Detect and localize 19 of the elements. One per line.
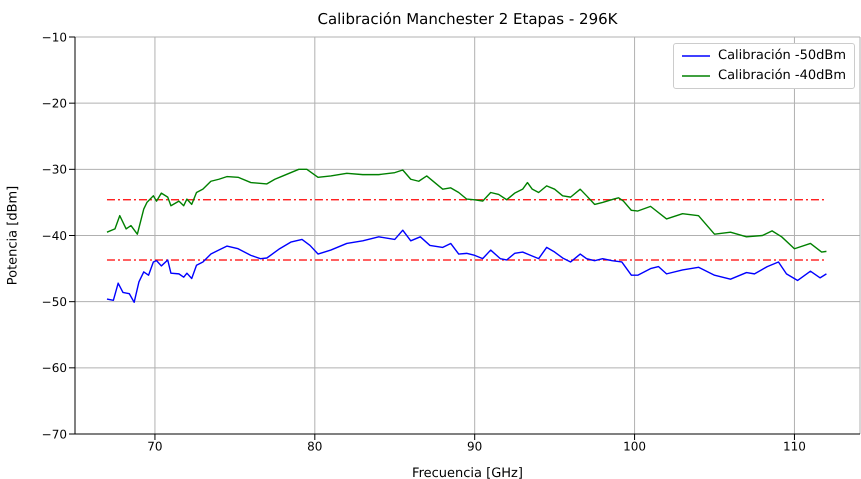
- line-series: [106, 168, 828, 253]
- y-tick-label: −60: [42, 361, 67, 376]
- y-tick-label: −50: [42, 294, 67, 309]
- y-axis-title: Potencia [dBm]: [6, 186, 21, 286]
- x-tick-label: 110: [782, 440, 806, 454]
- x-axis-title: Frecuencia [GHz]: [412, 466, 523, 479]
- y-tick-label: −30: [42, 162, 67, 177]
- line-series: [106, 230, 828, 304]
- legend-label: Calibración -40dBm: [718, 67, 846, 85]
- y-tick-label: −20: [42, 96, 67, 110]
- x-tick-label: 100: [623, 440, 646, 454]
- y-tick-label: −10: [42, 30, 67, 44]
- y-tick-label: −40: [42, 228, 67, 243]
- x-tick-label: 80: [307, 440, 322, 454]
- chart-title: Calibración Manchester 2 Etapas - 296K: [316, 10, 619, 28]
- x-tick-label: 90: [467, 440, 482, 454]
- legend-label: Calibración -50dBm: [718, 47, 846, 65]
- x-tick-label: 70: [147, 440, 163, 454]
- y-tick-label: −70: [42, 427, 67, 442]
